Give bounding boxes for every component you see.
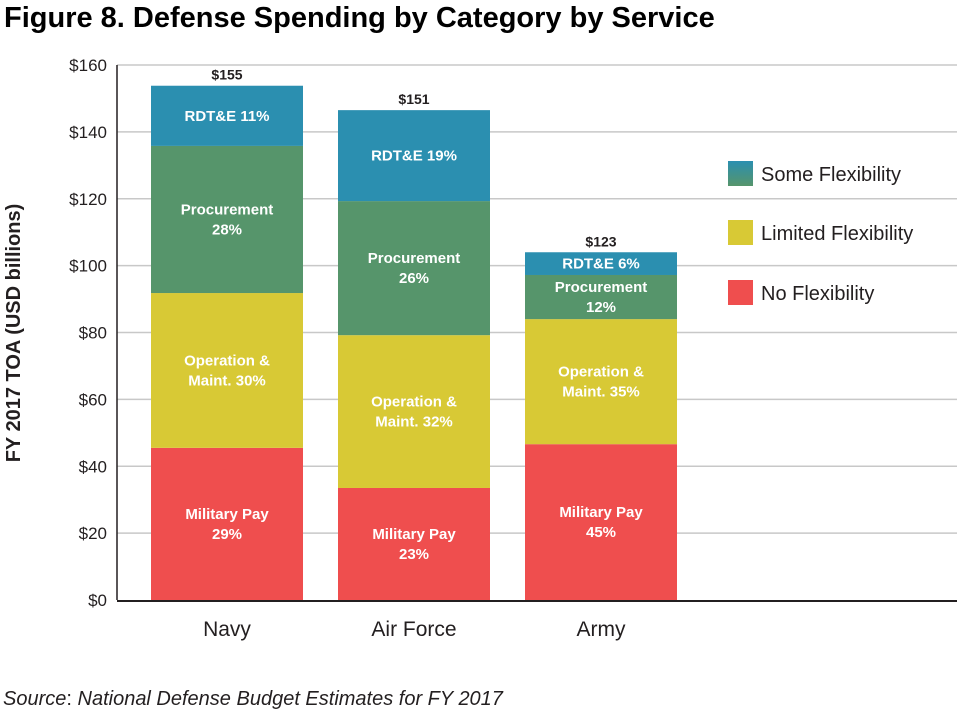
x-axis-categories: Navy Air Force Army <box>203 618 626 641</box>
segment-label: Operation & <box>184 352 270 369</box>
y-axis-ticks: $0 $20 $40 $60 $80 $100 $120 $140 $160 <box>69 56 107 610</box>
bar-segment <box>151 447 303 600</box>
y-tick-label: $160 <box>69 56 107 75</box>
segment-label: Operation & <box>558 364 644 381</box>
chart-title: Figure 8. Defense Spending by Category b… <box>4 2 715 34</box>
bar-segment <box>151 85 303 146</box>
bar-segment <box>338 201 490 336</box>
legend-swatch <box>728 220 753 245</box>
y-tick-label: $80 <box>79 324 107 343</box>
bar-segment <box>151 145 303 294</box>
y-axis-label: FY 2017 TOA (USD billions) <box>3 204 25 463</box>
segment-label: RDT&E 6% <box>562 256 640 273</box>
segment-label: 28% <box>212 221 242 238</box>
segment-label: Maint. 35% <box>562 384 640 401</box>
legend: Some Flexibility Limited Flexibility No Fl… <box>728 161 913 305</box>
bar-total-label: $155 <box>211 67 242 83</box>
segment-label: Military Pay <box>372 526 456 543</box>
bar-segment <box>525 274 677 320</box>
segment-label: Procurement <box>555 279 648 296</box>
bar-segment <box>525 444 677 600</box>
source-text: National Defense Budget Estimates for FY… <box>77 688 503 710</box>
y-tick-label: $0 <box>88 591 107 610</box>
segment-label: RDT&E 19% <box>371 148 457 165</box>
legend-swatch <box>728 280 753 305</box>
segment-label: Military Pay <box>559 504 643 521</box>
bar-segment <box>525 252 677 275</box>
segment-label: RDT&E 11% <box>184 108 269 125</box>
bar-total-label: $123 <box>585 233 616 249</box>
segment-label: 29% <box>212 526 242 543</box>
bar-segment <box>338 110 490 202</box>
bar-total-label: $151 <box>398 91 429 107</box>
bar-segment <box>338 335 490 488</box>
y-tick-label: $40 <box>79 457 107 476</box>
x-category-label: Navy <box>203 618 251 641</box>
source-sep: : <box>66 688 78 710</box>
segment-label: Operation & <box>371 394 457 411</box>
source-note: Source: National Defense Budget Estimate… <box>3 688 503 711</box>
segment-label: 12% <box>586 299 616 316</box>
segment-label: Procurement <box>181 201 274 218</box>
y-tick-label: $120 <box>69 190 107 209</box>
bar-segment <box>338 487 490 600</box>
segment-label: Procurement <box>368 250 461 267</box>
bars: Military Pay 29% Operation & Maint. 30% Proc… <box>151 67 677 600</box>
segment-label: 26% <box>399 270 429 287</box>
bar-segment <box>151 293 303 448</box>
bar-segment <box>525 319 677 445</box>
segment-label: Maint. 32% <box>375 414 453 431</box>
segment-label: Military Pay <box>185 506 269 523</box>
legend-label: Some Flexibility <box>761 164 901 186</box>
segment-label: Maint. 30% <box>188 372 266 389</box>
y-tick-label: $20 <box>79 524 107 543</box>
legend-label: No Flexibility <box>761 283 874 305</box>
source-prefix: Source <box>3 688 67 710</box>
segment-label: 45% <box>586 524 616 541</box>
y-tick-label: $60 <box>79 390 107 409</box>
x-category-label: Army <box>577 618 626 641</box>
x-category-label: Air Force <box>371 618 456 641</box>
y-tick-label: $140 <box>69 123 107 142</box>
legend-swatch <box>728 161 753 186</box>
legend-label: Limited Flexibility <box>761 223 913 245</box>
segment-label: 23% <box>399 546 429 563</box>
y-tick-label: $100 <box>69 257 107 276</box>
